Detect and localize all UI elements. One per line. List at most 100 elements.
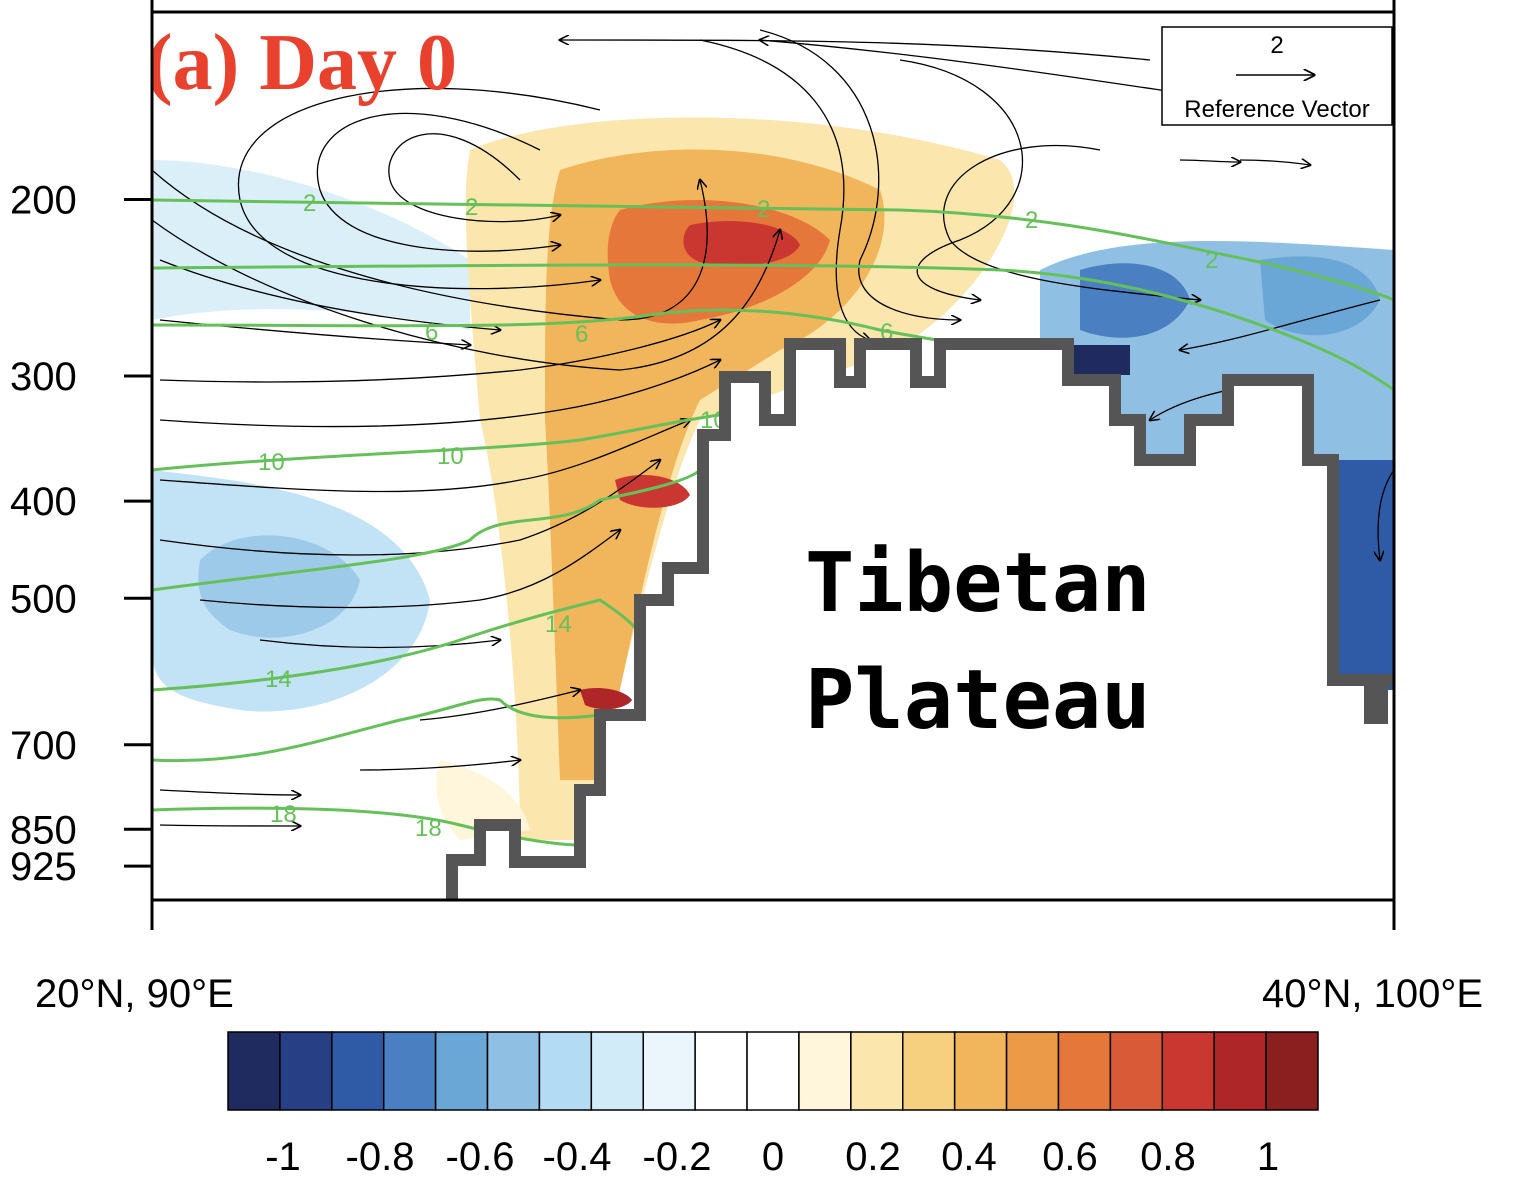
streamline xyxy=(159,320,720,383)
colorbar-swatch xyxy=(694,1031,748,1111)
colorbar-label: 1 xyxy=(1257,1135,1279,1179)
contour-layer xyxy=(152,198,1394,847)
contour-line xyxy=(152,263,1394,392)
colorbar-swatch xyxy=(538,1031,593,1111)
streamline xyxy=(1179,160,1240,162)
colorbar-swatch xyxy=(1057,1031,1112,1111)
colorbar-swatch xyxy=(850,1031,904,1111)
contour-line xyxy=(152,198,1394,302)
colorbar-label: 0.8 xyxy=(1140,1135,1196,1179)
contour-label: 2 xyxy=(303,190,316,217)
contour-line xyxy=(152,697,601,763)
contour-label: 10 xyxy=(258,449,285,476)
streamline xyxy=(388,133,560,222)
contour-line xyxy=(152,598,642,692)
contour-label: 14 xyxy=(265,666,292,693)
y-tick-label: 850 xyxy=(10,808,77,852)
region-label-line2: Plateau xyxy=(805,653,1151,748)
streamline xyxy=(759,29,960,320)
x-end-label: 40°N, 100°E xyxy=(1262,972,1483,1016)
contour-label: 6 xyxy=(575,321,588,348)
chart-title: (a) Day 0 xyxy=(146,19,457,107)
contour-label: 2 xyxy=(1205,247,1218,274)
streamline xyxy=(1239,160,1310,165)
streamline xyxy=(359,760,520,771)
colorbar-swatch xyxy=(798,1031,852,1111)
colorbar-swatch xyxy=(902,1031,956,1111)
plot-frame xyxy=(150,0,1396,930)
streamlines-layer xyxy=(152,29,1394,826)
colorbar-label: 0.4 xyxy=(941,1135,997,1179)
streamline xyxy=(152,169,708,321)
reference-vector-label: Reference Vector xyxy=(1184,96,1369,123)
y-tick-label: 925 xyxy=(10,845,77,889)
colorbar-swatch xyxy=(1265,1031,1319,1111)
contour-label: 14 xyxy=(545,611,572,638)
streamline xyxy=(943,144,1200,300)
reference-vector-value: 2 xyxy=(1270,32,1283,59)
colorbar-label: 0.6 xyxy=(1042,1135,1098,1179)
streamline xyxy=(237,87,600,290)
y-tick-label: 400 xyxy=(10,480,77,524)
colorbar-swatch xyxy=(279,1031,333,1111)
colorbar-label: -0.4 xyxy=(543,1135,612,1179)
y-tick-label: 300 xyxy=(10,355,77,399)
shade-blue-right-upper xyxy=(1260,256,1380,336)
colorbar-swatch xyxy=(642,1031,696,1111)
reference-vector-box: 2 Reference Vector xyxy=(1161,26,1393,126)
x-axis: 20°N, 90°E 40°N, 100°E xyxy=(35,972,1483,1016)
colorbar-label: -1 xyxy=(265,1135,301,1179)
contour-label: 6 xyxy=(425,319,438,346)
colorbar: -1 -0.8 -0.6 -0.4 -0.2 0 0.2 0.4 0.6 0.8 1 xyxy=(227,1031,1319,1179)
streamline xyxy=(560,40,1151,61)
contour-line xyxy=(152,806,581,847)
streamline xyxy=(159,360,720,428)
shade-blue-right-strip xyxy=(1330,460,1394,690)
colorbar-swatch xyxy=(1005,1031,1060,1111)
streamline xyxy=(159,420,690,493)
colorbar-swatch xyxy=(590,1031,644,1111)
terrain-mask xyxy=(446,338,1394,900)
colorbar-label: 0 xyxy=(762,1135,784,1179)
y-tick-label: 500 xyxy=(10,577,77,621)
shade-warm-spot-2 xyxy=(580,688,632,710)
colorbar-swatch xyxy=(1213,1031,1267,1111)
shade-blue-core-left xyxy=(198,535,360,638)
streamline xyxy=(899,59,1024,300)
contour-label: 18 xyxy=(270,801,297,828)
colorbar-label: -0.6 xyxy=(446,1135,515,1179)
colorbar-swatch xyxy=(227,1031,281,1111)
y-tick-label: 700 xyxy=(10,724,77,768)
contour-label: 2 xyxy=(1025,207,1038,234)
streamline xyxy=(259,640,500,649)
streamline xyxy=(699,39,870,340)
contour-label: 10 xyxy=(437,443,464,470)
contour-label: 18 xyxy=(415,815,442,842)
contour-labels: 2 2 2 2 2 6 6 6 10 10 10 14 14 18 18 xyxy=(258,190,1218,842)
streamline xyxy=(159,789,300,795)
streamline xyxy=(159,825,300,826)
y-tick-label: 200 xyxy=(10,178,77,222)
reference-vector-frame xyxy=(1161,26,1393,126)
streamline xyxy=(159,460,660,556)
streamline xyxy=(152,219,780,371)
region-label: Tibetan xyxy=(805,536,1151,631)
terrain-mask-fill xyxy=(450,344,1394,900)
contour-label: 2 xyxy=(757,196,770,223)
colorbar-swatch xyxy=(486,1031,541,1111)
streamline xyxy=(199,530,620,609)
colorbar-label: -0.2 xyxy=(643,1135,712,1179)
x-start-label: 20°N, 90°E xyxy=(35,972,234,1016)
streamline xyxy=(1378,469,1394,560)
shading-layer xyxy=(152,117,1394,840)
colorbar-label: 0.2 xyxy=(845,1135,901,1179)
shade-blue-right-dark xyxy=(1070,345,1130,375)
colorbar-swatch xyxy=(434,1031,489,1111)
terrain-outline xyxy=(446,338,1394,900)
streamline xyxy=(316,112,560,252)
colorbar-swatch xyxy=(331,1031,385,1111)
colorbar-swatch xyxy=(953,1031,1008,1111)
colorbar-swatch xyxy=(746,1031,800,1111)
